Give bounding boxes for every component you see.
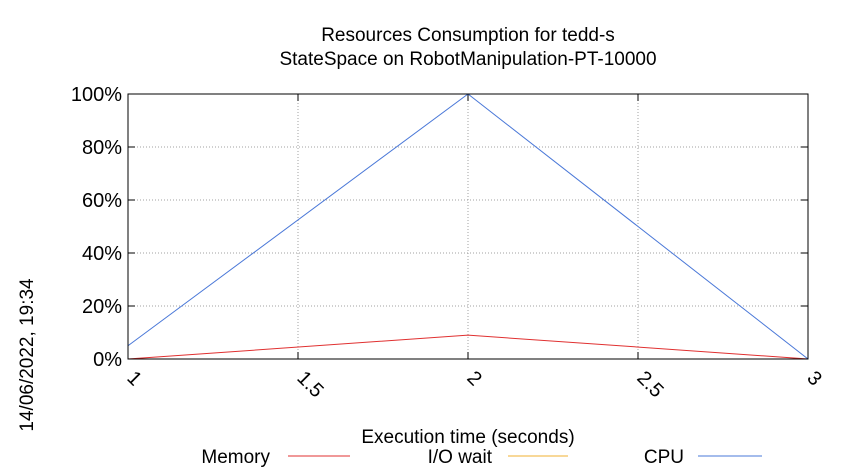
y-tick-label: 40% bbox=[82, 243, 122, 265]
x-axis-ticks: 1 1.5 2 2.5 3 bbox=[122, 94, 826, 402]
x-tick-label: 1 bbox=[122, 367, 145, 390]
y-tick-label: 20% bbox=[82, 296, 122, 318]
x-tick-label: 1.5 bbox=[292, 367, 327, 402]
y-tick-label: 60% bbox=[82, 190, 122, 212]
series-line-memory bbox=[127, 334, 809, 360]
y-axis-ticks: 0% 20% 40% 60% 80% 100% bbox=[71, 84, 808, 371]
grid bbox=[128, 94, 808, 359]
legend-label-cpu: CPU bbox=[644, 447, 684, 468]
legend-label-memory: Memory bbox=[201, 447, 270, 468]
plot-frame bbox=[127, 93, 809, 360]
y-tick-label: 80% bbox=[82, 137, 122, 159]
y-tick-label: 0% bbox=[93, 349, 122, 371]
chart-subtitle: StateSpace on RobotManipulation-PT-10000 bbox=[279, 49, 656, 70]
legend-label-i-o-wait: I/O wait bbox=[428, 447, 493, 468]
x-tick-label: 2.5 bbox=[632, 367, 667, 402]
x-tick-label: 3 bbox=[802, 367, 825, 390]
x-axis-label: Execution time (seconds) bbox=[361, 427, 574, 448]
x-tick-label: 2 bbox=[462, 367, 485, 390]
legend: Memory I/O wait CPU bbox=[201, 447, 762, 468]
chart-title: Resources Consumption for tedd-s bbox=[321, 25, 615, 46]
timestamp-label: 14/06/2022, 19:34 bbox=[17, 278, 38, 432]
y-tick-label: 100% bbox=[71, 84, 122, 106]
